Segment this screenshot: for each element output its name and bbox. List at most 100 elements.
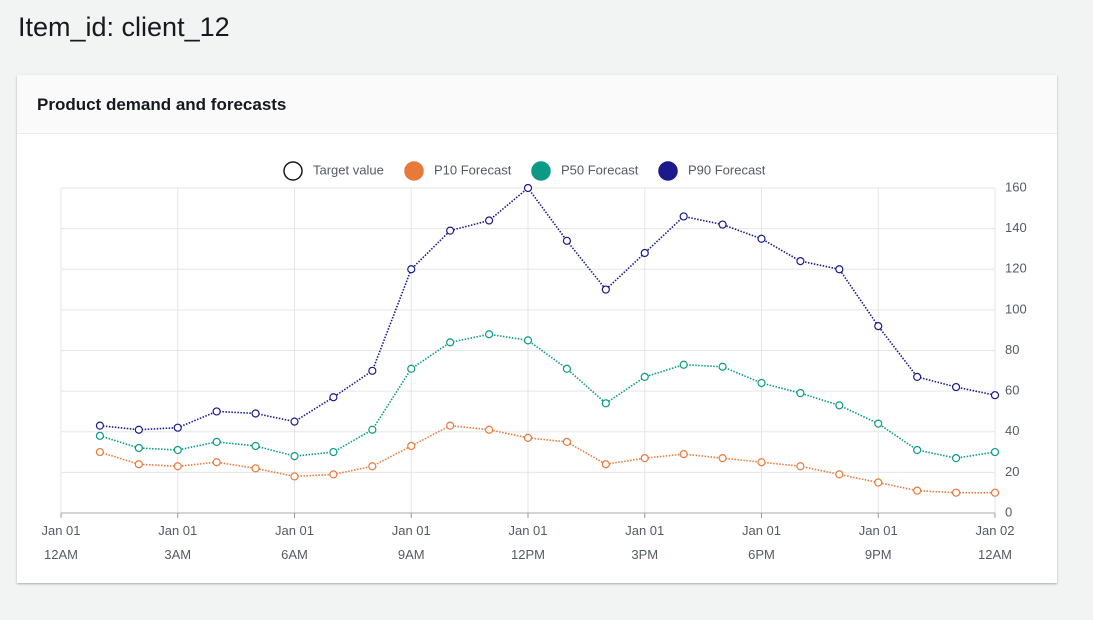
x-tick-label: Jan 01 6PM bbox=[741, 523, 782, 562]
x-tick-label: Jan 01 3AM bbox=[158, 523, 198, 562]
data-point bbox=[329, 447, 338, 457]
data-point bbox=[134, 443, 143, 453]
data-point bbox=[679, 449, 688, 459]
data-point bbox=[796, 389, 805, 398]
data-point bbox=[562, 364, 572, 373]
data-point bbox=[290, 472, 299, 481]
series-line bbox=[99, 333, 996, 459]
data-point bbox=[173, 445, 182, 455]
data-point bbox=[290, 417, 299, 426]
y-tick-label: 140 bbox=[1005, 220, 1027, 235]
y-tick-label: 160 bbox=[1005, 179, 1027, 194]
data-point bbox=[835, 265, 844, 274]
series-line bbox=[99, 424, 995, 494]
data-point bbox=[446, 226, 455, 235]
data-point bbox=[874, 419, 883, 428]
y-tick-label: 40 bbox=[1005, 423, 1019, 438]
data-point bbox=[212, 458, 221, 467]
legend-marker bbox=[283, 161, 303, 181]
y-tick-label: 120 bbox=[1005, 261, 1027, 276]
data-point bbox=[368, 366, 377, 375]
data-point bbox=[990, 391, 1000, 400]
data-point bbox=[484, 330, 494, 339]
data-point bbox=[718, 220, 727, 229]
data-point bbox=[368, 425, 377, 434]
data-point bbox=[251, 441, 260, 451]
data-point bbox=[757, 458, 766, 467]
data-point bbox=[484, 216, 494, 225]
y-tick-label: 60 bbox=[1005, 383, 1019, 398]
legend-marker bbox=[531, 161, 551, 181]
data-point bbox=[95, 421, 105, 430]
data-point bbox=[562, 437, 572, 447]
data-point bbox=[718, 362, 727, 371]
data-point bbox=[329, 393, 338, 402]
data-point bbox=[329, 470, 338, 479]
data-point bbox=[446, 421, 455, 430]
data-point bbox=[679, 212, 688, 221]
data-point bbox=[368, 462, 377, 471]
data-point bbox=[251, 464, 260, 473]
chart-title: Product demand and forecasts bbox=[37, 95, 287, 114]
data-point bbox=[95, 447, 105, 457]
x-tick-label: Jan 01 12AM bbox=[41, 523, 81, 562]
data-point bbox=[407, 441, 416, 451]
data-point bbox=[718, 454, 727, 463]
data-point bbox=[95, 431, 105, 440]
legend-marker bbox=[404, 161, 424, 181]
data-point bbox=[835, 470, 844, 479]
data-point bbox=[640, 454, 649, 463]
series-line bbox=[99, 186, 996, 431]
x-tick-label: Jan 01 3PM bbox=[625, 523, 665, 562]
data-point bbox=[951, 382, 961, 392]
data-point bbox=[134, 460, 143, 469]
legend-label: P50 Forecast bbox=[561, 162, 639, 177]
data-point bbox=[990, 488, 1000, 497]
data-point bbox=[173, 462, 182, 471]
data-point bbox=[679, 360, 688, 369]
data-point bbox=[601, 460, 610, 469]
data-point bbox=[835, 401, 844, 410]
data-point bbox=[640, 248, 649, 258]
x-tick-label: Jan 01 12PM bbox=[508, 523, 548, 562]
data-point bbox=[484, 425, 494, 434]
data-point bbox=[757, 378, 766, 388]
data-point bbox=[562, 236, 572, 245]
panel-header: Product demand and forecasts bbox=[17, 75, 1057, 134]
legend-label: Target value bbox=[313, 162, 384, 177]
y-tick-label: 20 bbox=[1005, 464, 1019, 479]
data-point bbox=[601, 285, 610, 294]
data-point bbox=[212, 407, 221, 416]
data-point bbox=[951, 454, 961, 463]
y-tick-label: 80 bbox=[1005, 342, 1019, 357]
data-point bbox=[990, 447, 1000, 457]
x-tick-label: Jan 01 9AM bbox=[391, 523, 431, 562]
data-point bbox=[134, 425, 143, 434]
data-point bbox=[407, 364, 416, 373]
data-point bbox=[446, 338, 455, 347]
data-point bbox=[523, 183, 533, 193]
data-point bbox=[796, 462, 805, 471]
page-title: Item_id: client_12 bbox=[18, 12, 230, 42]
data-point bbox=[251, 409, 260, 418]
x-tick-label: Jan 01 6AM bbox=[274, 523, 315, 562]
data-point bbox=[913, 445, 922, 455]
data-point bbox=[173, 423, 182, 432]
x-tick-label: Jan 02 12AM bbox=[975, 523, 1015, 562]
data-point bbox=[601, 399, 610, 408]
data-point bbox=[796, 257, 805, 266]
data-point bbox=[874, 322, 883, 331]
data-point bbox=[640, 372, 649, 382]
y-tick-label: 0 bbox=[1005, 504, 1012, 519]
legend-label: P10 Forecast bbox=[434, 162, 512, 177]
y-tick-label: 100 bbox=[1005, 301, 1027, 316]
data-point bbox=[951, 488, 961, 497]
data-point bbox=[407, 265, 416, 274]
x-tick-label: Jan 01 9PM bbox=[858, 523, 898, 562]
data-point bbox=[212, 437, 221, 447]
panel: Product demand and forecasts bbox=[17, 75, 1057, 583]
legend-label: P90 Forecast bbox=[688, 162, 766, 177]
data-point bbox=[874, 478, 883, 487]
data-point bbox=[913, 372, 922, 382]
